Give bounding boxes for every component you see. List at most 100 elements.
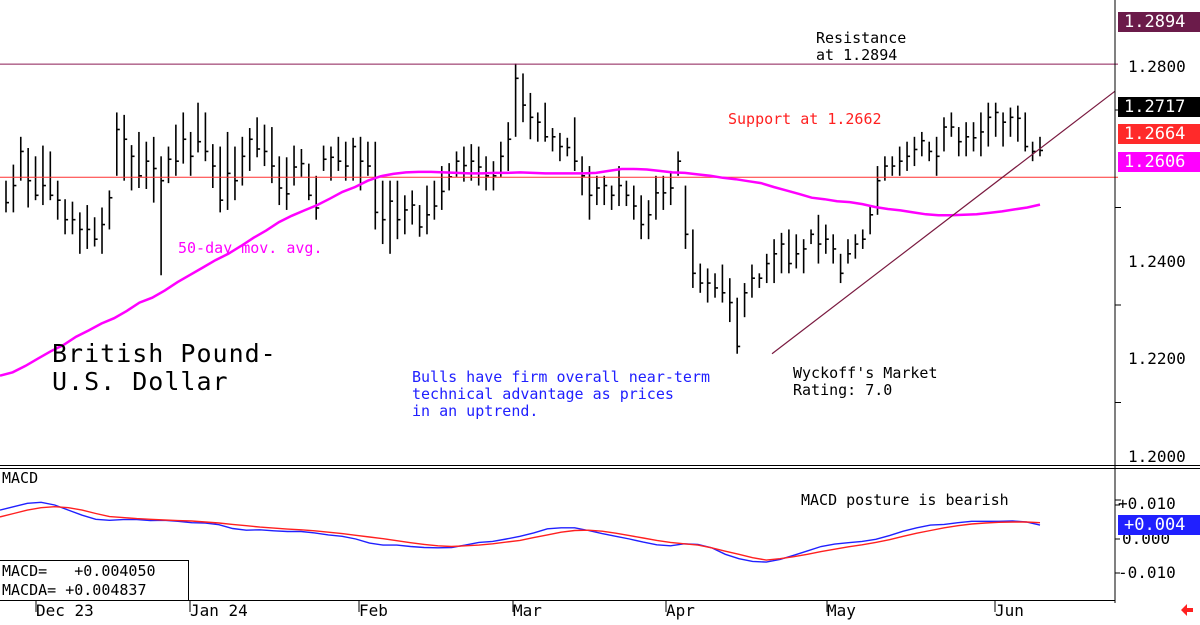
price-bar	[994, 102, 999, 137]
price-bar	[492, 161, 497, 191]
price-bar	[1009, 107, 1014, 137]
price-bar	[758, 273, 763, 288]
x-tick-mar: Mar	[513, 601, 542, 620]
price-bar	[728, 278, 733, 323]
price-bar	[854, 234, 859, 259]
price-bar	[861, 229, 866, 249]
price-bar	[330, 146, 334, 181]
price-bar	[662, 175, 667, 210]
price-bar	[322, 145, 327, 171]
price-bar	[241, 136, 246, 186]
price-bar	[699, 263, 704, 293]
price-bar	[795, 234, 800, 269]
price-bar	[56, 180, 61, 220]
price-bar	[832, 234, 837, 264]
price-bar	[130, 145, 135, 191]
price-bar	[115, 112, 120, 176]
price-bar	[802, 239, 807, 274]
macd-title: MACD	[2, 469, 39, 487]
price-bar	[751, 264, 755, 298]
macda-readout-line: MACDA= +0.004837	[2, 581, 147, 599]
price-bar	[86, 205, 91, 249]
price-bar	[263, 124, 268, 167]
macd-lines	[0, 501, 1041, 563]
macd-annotation: MACD posture is bearish	[801, 491, 1009, 509]
price-bar	[175, 124, 179, 176]
price-bar	[965, 122, 970, 157]
price-bar	[396, 180, 401, 240]
x-tick-may: May	[827, 601, 856, 620]
price-bar	[234, 146, 238, 201]
price-bar	[884, 156, 888, 181]
chart-frame	[0, 0, 1200, 612]
commentary-annotation: Bulls have firm overall near-term techni…	[412, 368, 711, 420]
price-bar	[692, 229, 696, 288]
price-bar	[706, 268, 711, 303]
price-bar	[610, 185, 615, 210]
price-bar	[477, 146, 482, 186]
moving-average-label: 50-day mov. avg.	[178, 239, 323, 257]
price-bar	[581, 156, 586, 196]
price-bar	[5, 180, 9, 213]
price-tag-last: 1.2717	[1118, 97, 1200, 117]
price-bar	[300, 149, 305, 177]
price-bar	[559, 132, 563, 162]
price-bar	[869, 205, 874, 235]
price-bar	[669, 170, 674, 206]
price-bar	[898, 146, 903, 176]
price-bar	[640, 195, 645, 240]
price-bar	[714, 273, 719, 298]
price-tag-resistance: 1.2894	[1118, 12, 1200, 32]
price-bar	[684, 185, 689, 249]
price-bar	[433, 180, 438, 220]
price-bar	[285, 157, 290, 210]
price-bar	[810, 229, 815, 245]
x-tick-jan: Jan 24	[190, 601, 248, 620]
price-bar	[19, 136, 24, 181]
price-bar	[507, 122, 512, 171]
price-bar	[138, 131, 142, 188]
price-bar	[891, 156, 896, 176]
x-tick-feb: Feb	[359, 601, 388, 620]
price-bar	[404, 195, 408, 235]
market-rating-annotation: Wyckoff's Market Rating: 7.0	[793, 364, 938, 399]
price-bar	[367, 141, 371, 176]
macd-readout: MACD= +0.004050 MACDA= +0.004837	[0, 560, 189, 600]
price-bar	[817, 214, 822, 264]
price-bar	[1002, 112, 1007, 147]
price-bar	[500, 141, 504, 177]
price-bar	[721, 264, 726, 303]
uptrend-line	[771, 90, 1116, 355]
price-bar	[736, 297, 741, 354]
moving-average-line	[0, 167, 1041, 377]
macd-tick-plus: +0.010	[1118, 494, 1176, 513]
price-bar	[344, 141, 349, 181]
price-bar	[913, 136, 918, 167]
price-bar	[64, 199, 69, 235]
chart-lines	[0, 63, 1118, 377]
price-bar	[256, 117, 261, 158]
price-bar	[921, 131, 925, 157]
price-bar	[980, 112, 984, 157]
price-bar	[145, 141, 150, 189]
price-bar	[79, 212, 83, 254]
price-bar	[189, 131, 194, 176]
price-bar	[101, 207, 106, 254]
price-bar	[743, 283, 748, 318]
price-bar	[226, 131, 231, 210]
price-bar	[1017, 105, 1021, 142]
price-bar	[271, 127, 275, 184]
title-line-1: British Pound-	[52, 339, 277, 368]
macd-value-tag: +0.004	[1118, 515, 1200, 535]
y-tick-1.2400: 1.2400	[1128, 252, 1186, 271]
price-bar	[374, 141, 379, 230]
price-bars	[5, 63, 1043, 354]
back-arrow-icon[interactable]	[1180, 602, 1194, 618]
price-bar	[389, 180, 394, 254]
price-bar	[906, 141, 911, 171]
macd-readout-line: MACD= +0.004050	[2, 562, 156, 580]
price-bar	[293, 145, 298, 186]
price-bar	[1031, 141, 1036, 162]
price-bar	[950, 112, 955, 137]
price-bar	[204, 112, 209, 162]
